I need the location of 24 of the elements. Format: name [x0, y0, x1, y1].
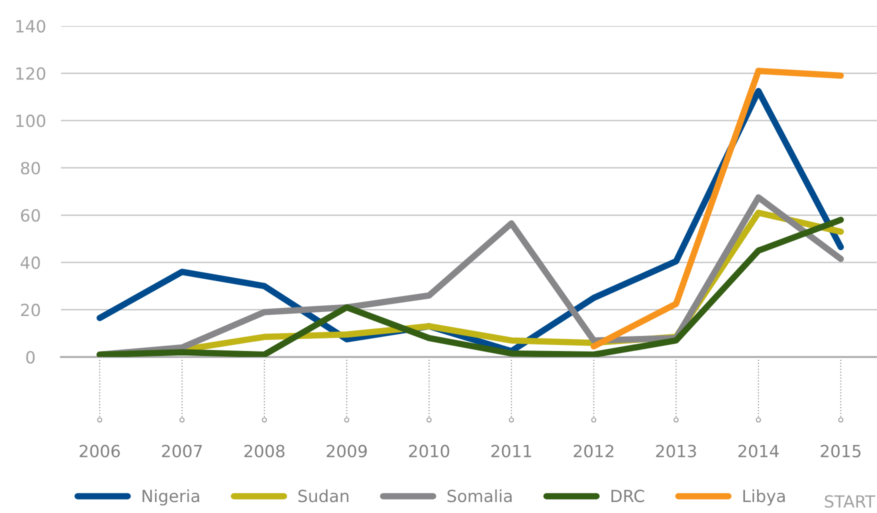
legend-label: Sudan: [298, 489, 348, 502]
y-tick-label: 40: [20, 256, 40, 269]
x-tick-label: 2009: [326, 444, 367, 458]
y-tick-label: 80: [20, 162, 40, 174]
y-tick-label: 100: [16, 114, 46, 128]
legend-label: Libya: [743, 489, 785, 506]
text: START: [824, 495, 876, 508]
x-tick-label: 2007: [162, 444, 202, 458]
y-tick-label: 0: [26, 350, 35, 364]
x-tick-label: 2015: [820, 444, 861, 458]
legend-label: DRC: [611, 490, 644, 502]
x-tick-label: 2008: [244, 444, 284, 458]
y-tick-label: 140: [16, 20, 46, 33]
x-tick-label: 2010: [409, 444, 450, 458]
x-tick-label: 2006: [80, 444, 120, 458]
y-tick-label: 20: [21, 304, 40, 316]
y-tick-label: 120: [16, 67, 46, 80]
x-tick-label: 2011: [491, 444, 532, 458]
legend-label: Nigeria: [142, 489, 200, 506]
x-tick-label: 2012: [574, 444, 614, 458]
legend-label: Somalia: [448, 489, 512, 502]
x-tick-label: 2014: [738, 444, 779, 458]
y-tick-label: 60: [21, 209, 40, 222]
x-tick-label: 2013: [656, 444, 696, 458]
